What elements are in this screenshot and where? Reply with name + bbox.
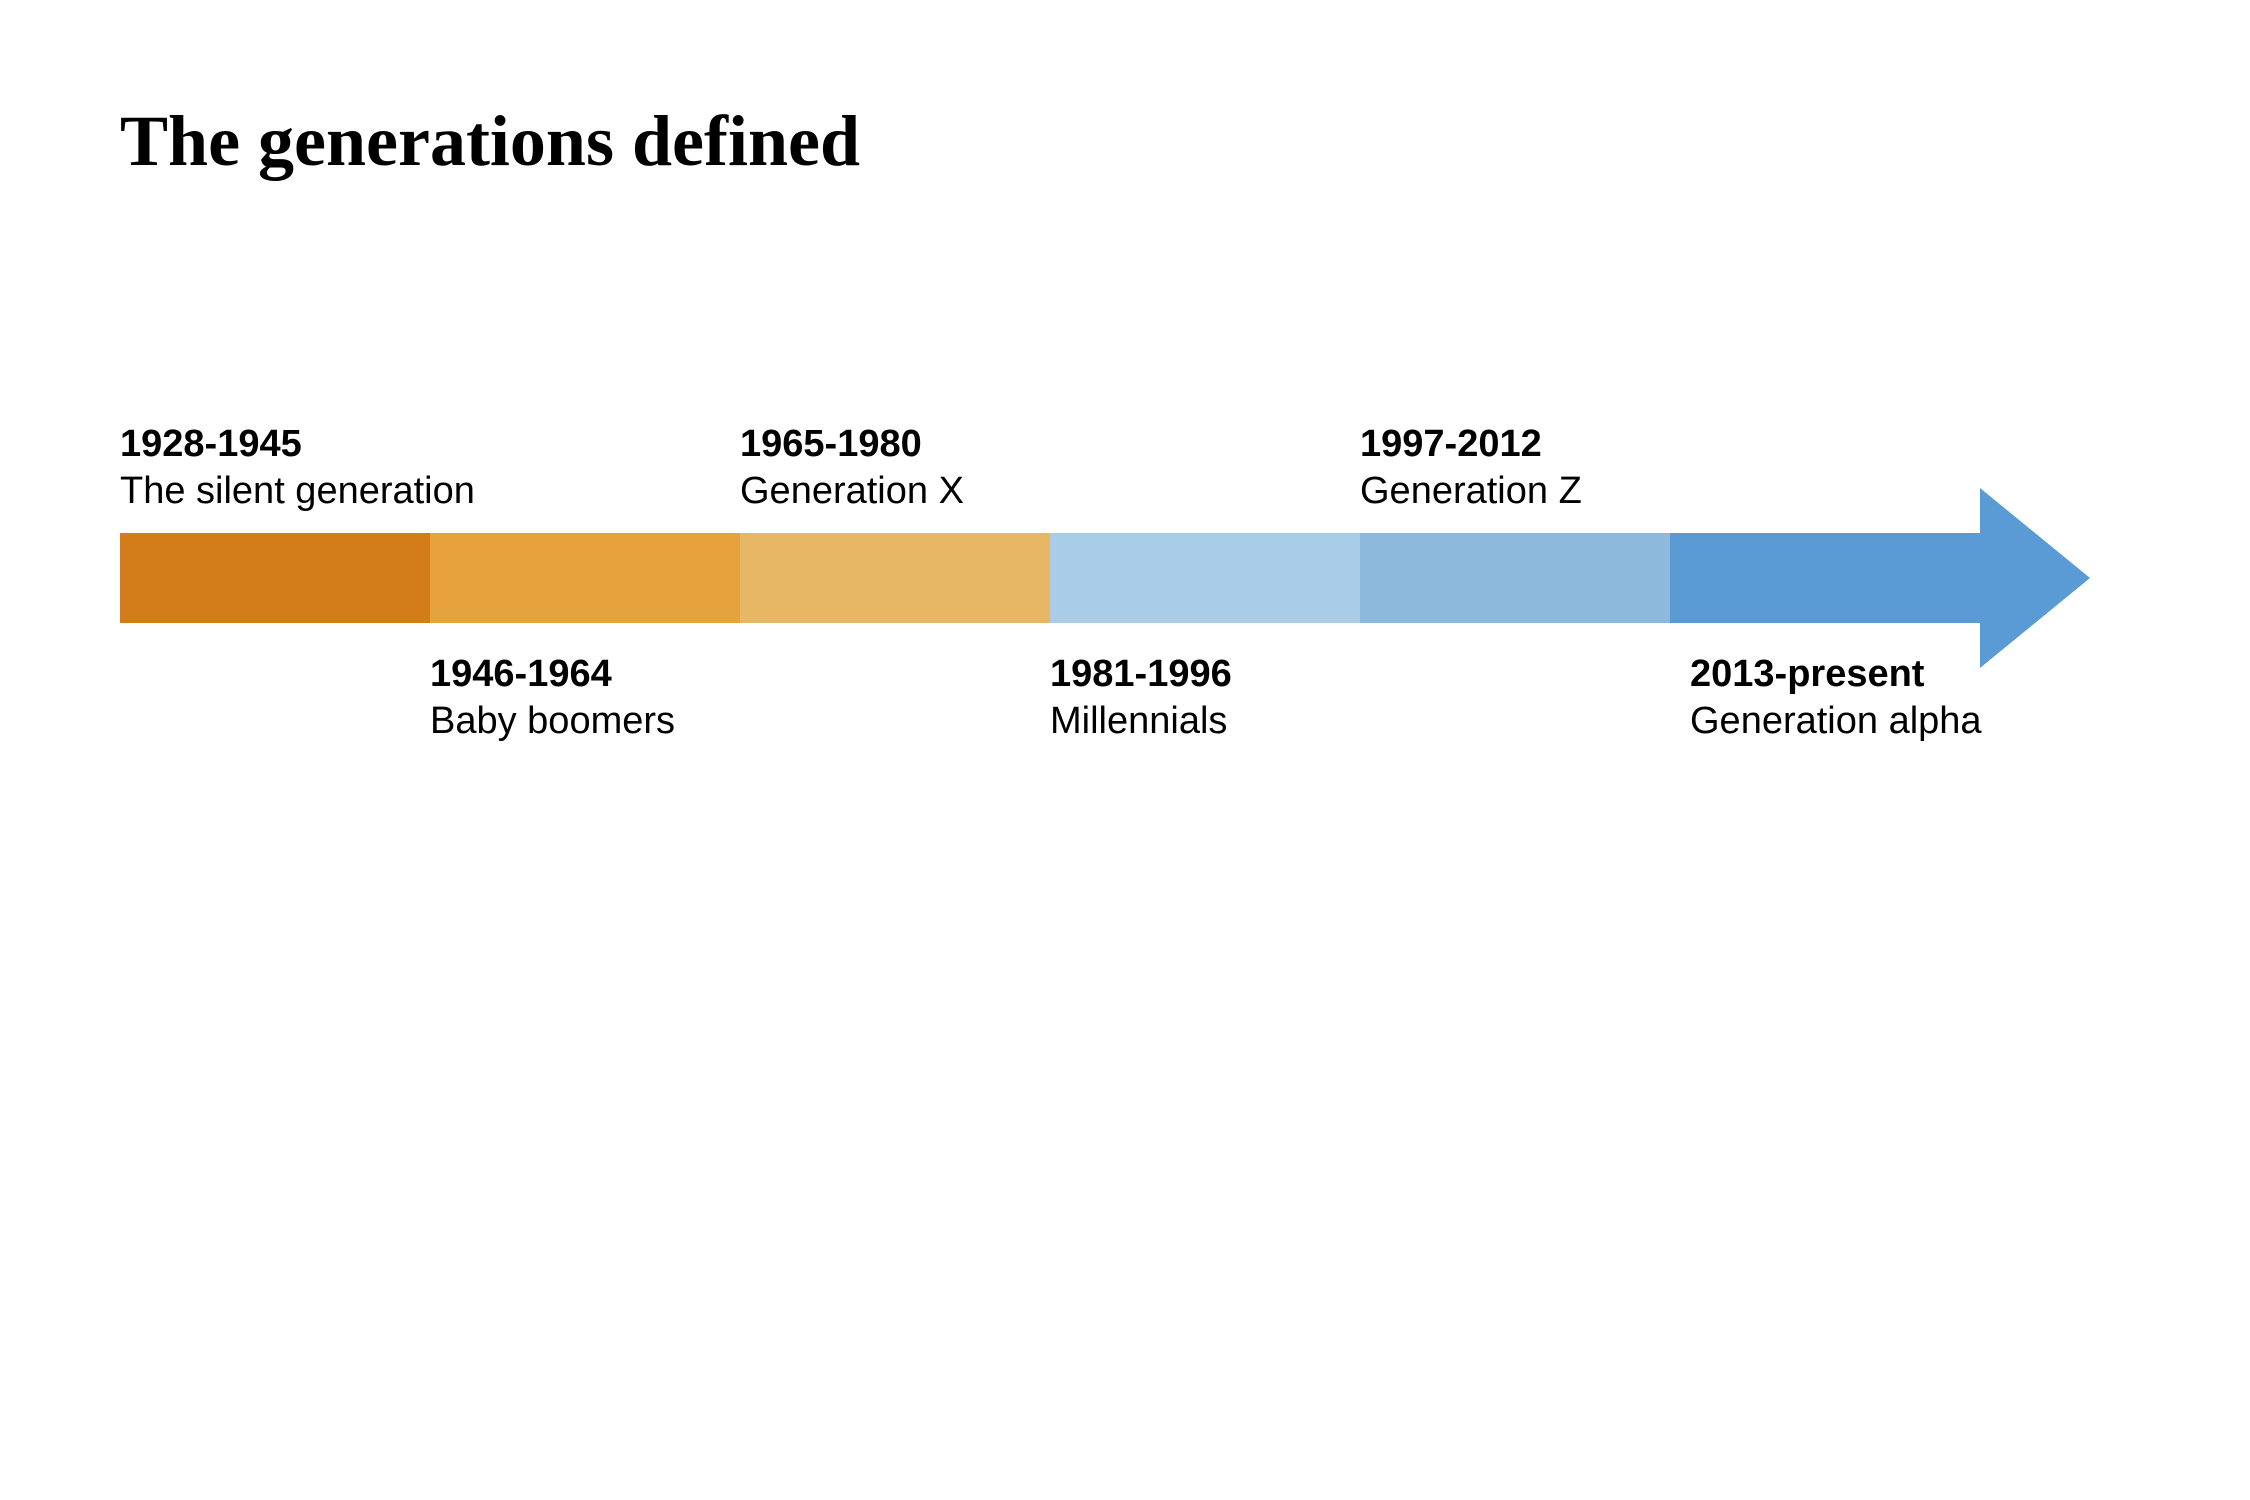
timeline: 1928-1945The silent generation1965-1980G… — [120, 383, 2130, 783]
diagram-container: The generations defined 1928-1945The sil… — [0, 0, 2250, 883]
generation-years: 1965-1980 — [740, 423, 964, 466]
generation-label: 1965-1980Generation X — [740, 423, 964, 513]
generation-years: 2013-present — [1690, 653, 1982, 696]
generation-years: 1997-2012 — [1360, 423, 1582, 466]
generation-name: The silent generation — [120, 470, 475, 513]
generation-name: Baby boomers — [430, 700, 675, 743]
generation-years: 1946-1964 — [430, 653, 675, 696]
generation-name: Generation Z — [1360, 470, 1582, 513]
timeline-segment — [430, 533, 740, 623]
timeline-bar — [120, 533, 2130, 623]
generation-years: 1981-1996 — [1050, 653, 1232, 696]
generation-label: 1946-1964Baby boomers — [430, 653, 675, 743]
generation-label: 1928-1945The silent generation — [120, 423, 475, 513]
generation-label: 1981-1996Millennials — [1050, 653, 1232, 743]
generation-label: 2013-presentGeneration alpha — [1690, 653, 1982, 743]
timeline-segment — [1050, 533, 1360, 623]
timeline-segment — [1360, 533, 1670, 623]
arrow-head-icon — [1980, 488, 2090, 668]
generation-name: Generation alpha — [1690, 700, 1982, 743]
generation-label: 1997-2012Generation Z — [1360, 423, 1582, 513]
timeline-segment — [1670, 533, 1980, 623]
labels-bottom-row: 1946-1964Baby boomers 1981-1996Millennial… — [120, 653, 2130, 783]
timeline-segment — [120, 533, 430, 623]
generation-name: Millennials — [1050, 700, 1232, 743]
diagram-title: The generations defined — [120, 100, 2130, 183]
generation-name: Generation X — [740, 470, 964, 513]
labels-top-row: 1928-1945The silent generation1965-1980G… — [120, 383, 2130, 513]
generation-years: 1928-1945 — [120, 423, 475, 466]
timeline-segment — [740, 533, 1050, 623]
